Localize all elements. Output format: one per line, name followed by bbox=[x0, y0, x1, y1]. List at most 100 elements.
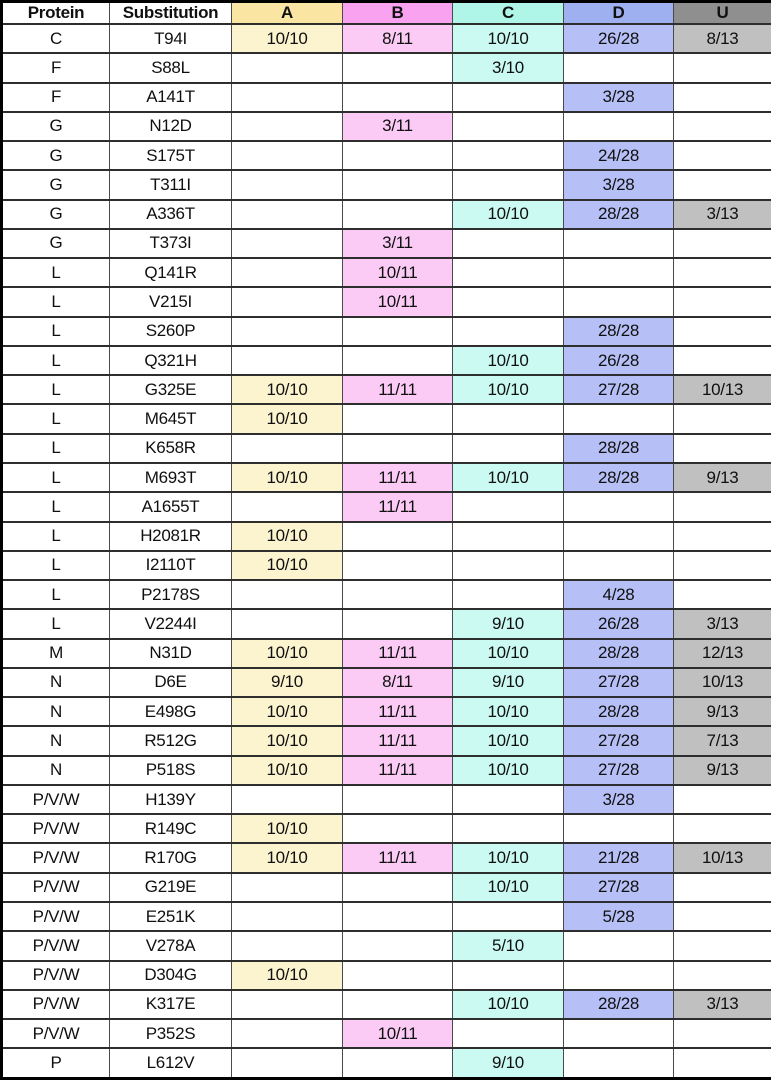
cell-U bbox=[673, 579, 771, 611]
cell-U: 7/13 bbox=[673, 725, 771, 757]
cell-A bbox=[231, 286, 343, 318]
cell-substitution: S88L bbox=[109, 52, 232, 84]
cell-B: 10/11 bbox=[342, 286, 453, 318]
cell-B: 11/11 bbox=[342, 754, 453, 786]
table-row: F S88L 3/10 bbox=[1, 52, 771, 84]
cell-D bbox=[563, 52, 674, 84]
cell-C: 10/10 bbox=[452, 754, 564, 786]
cell-B: 11/11 bbox=[342, 696, 453, 728]
cell-C: 9/10 bbox=[452, 608, 564, 640]
cell-A: 10/10 bbox=[231, 696, 343, 728]
cell-U: 9/13 bbox=[673, 461, 771, 494]
cell-B bbox=[342, 315, 453, 347]
cell-C bbox=[452, 257, 564, 289]
cell-substitution: D304G bbox=[109, 959, 232, 991]
cell-C: 5/10 bbox=[452, 930, 564, 962]
cell-protein: P/V/W bbox=[1, 842, 110, 874]
cell-D bbox=[563, 110, 674, 143]
cell-D: 28/28 bbox=[563, 988, 674, 1021]
cell-protein: L bbox=[1, 432, 110, 464]
cell-A: 10/10 bbox=[231, 461, 343, 494]
cell-protein: N bbox=[1, 725, 110, 757]
cell-substitution: E498G bbox=[109, 696, 232, 728]
table-row: P/V/W G219E 10/10 27/28 bbox=[1, 871, 771, 903]
table-body: C T94I 10/10 8/11 10/10 26/28 8/13 F S88L 3/10 F A1… bbox=[1, 22, 771, 1080]
cell-A: 10/10 bbox=[231, 549, 343, 582]
cell-B bbox=[342, 344, 453, 377]
cell-A: 10/10 bbox=[231, 725, 343, 757]
cell-B bbox=[342, 930, 453, 962]
cell-substitution: A336T bbox=[109, 198, 232, 230]
cell-protein: N bbox=[1, 696, 110, 728]
cell-C: 10/10 bbox=[452, 725, 564, 757]
cell-substitution: M693T bbox=[109, 461, 232, 494]
table-row: L S260P 28/28 bbox=[1, 315, 771, 347]
table-row: P/V/W E251K 5/28 bbox=[1, 900, 771, 933]
table-row: G A336T 10/10 28/28 3/13 bbox=[1, 198, 771, 230]
cell-substitution: R170G bbox=[109, 842, 232, 874]
cell-C bbox=[452, 491, 564, 523]
cell-substitution: A1655T bbox=[109, 491, 232, 523]
cell-D: 27/28 bbox=[563, 666, 674, 699]
cell-C: 10/10 bbox=[452, 637, 564, 669]
cell-C bbox=[452, 900, 564, 933]
cell-C bbox=[452, 959, 564, 991]
table-row: L K658R 28/28 bbox=[1, 432, 771, 464]
cell-A: 10/10 bbox=[231, 813, 343, 845]
cell-B bbox=[342, 608, 453, 640]
cell-A: 10/10 bbox=[231, 374, 343, 406]
table-row: G N12D 3/11 bbox=[1, 110, 771, 143]
cell-B: 8/11 bbox=[342, 22, 453, 55]
cell-C bbox=[452, 432, 564, 464]
column-header-d: D bbox=[563, 0, 674, 25]
cell-substitution: P352S bbox=[109, 1018, 232, 1050]
cell-U bbox=[673, 257, 771, 289]
cell-U: 10/13 bbox=[673, 842, 771, 874]
cell-A bbox=[231, 81, 343, 113]
cell-D: 28/28 bbox=[563, 198, 674, 230]
cell-A bbox=[231, 1047, 343, 1080]
cell-substitution: N31D bbox=[109, 637, 232, 669]
cell-B bbox=[342, 81, 453, 113]
cell-B bbox=[342, 579, 453, 611]
cell-D bbox=[563, 959, 674, 991]
cell-A bbox=[231, 900, 343, 933]
cell-A bbox=[231, 491, 343, 523]
cell-D: 28/28 bbox=[563, 432, 674, 464]
cell-U bbox=[673, 140, 771, 172]
cell-D: 21/28 bbox=[563, 842, 674, 874]
cell-B: 3/11 bbox=[342, 227, 453, 260]
cell-U bbox=[673, 1018, 771, 1050]
cell-substitution: V215I bbox=[109, 286, 232, 318]
cell-D: 28/28 bbox=[563, 461, 674, 494]
cell-D bbox=[563, 813, 674, 845]
cell-B bbox=[342, 1047, 453, 1080]
cell-U bbox=[673, 871, 771, 903]
cell-protein: F bbox=[1, 81, 110, 113]
cell-U bbox=[673, 81, 771, 113]
cell-protein: L bbox=[1, 579, 110, 611]
cell-A bbox=[231, 432, 343, 464]
cell-C: 10/10 bbox=[452, 374, 564, 406]
cell-D: 5/28 bbox=[563, 900, 674, 933]
cell-protein: P/V/W bbox=[1, 930, 110, 962]
column-header-protein: Protein bbox=[1, 0, 110, 25]
cell-A bbox=[231, 608, 343, 640]
cell-A bbox=[231, 315, 343, 347]
cell-U: 9/13 bbox=[673, 696, 771, 728]
cell-A bbox=[231, 783, 343, 816]
cell-D: 27/28 bbox=[563, 754, 674, 786]
cell-C bbox=[452, 579, 564, 611]
cell-C: 10/10 bbox=[452, 871, 564, 903]
cell-B: 11/11 bbox=[342, 374, 453, 406]
cell-B: 8/11 bbox=[342, 666, 453, 699]
cell-U: 9/13 bbox=[673, 754, 771, 786]
cell-B: 10/11 bbox=[342, 257, 453, 289]
cell-protein: L bbox=[1, 257, 110, 289]
cell-substitution: Q141R bbox=[109, 257, 232, 289]
cell-B bbox=[342, 403, 453, 435]
cell-substitution: A141T bbox=[109, 81, 232, 113]
cell-A: 10/10 bbox=[231, 22, 343, 55]
cell-A: 10/10 bbox=[231, 637, 343, 669]
cell-D bbox=[563, 227, 674, 260]
